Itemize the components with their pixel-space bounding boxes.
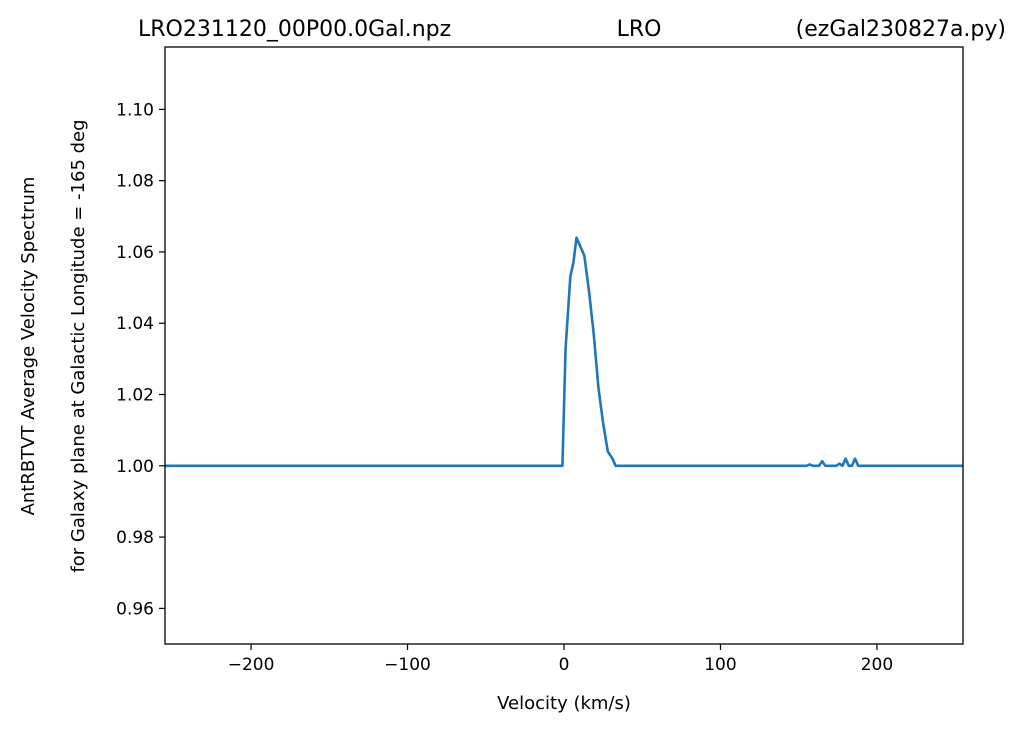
y-tick-label: 0.96: [116, 599, 154, 619]
y-tick-label: 1.00: [116, 457, 154, 477]
x-tick-label: 200: [861, 655, 893, 675]
axis-ticks: −200 −100 0 100 200 0.96 0.98 1.00 1.02 1.04 1.06 1…: [116, 100, 893, 675]
chart-title-left: LRO231120_00P00.0Gal.npz: [138, 17, 451, 42]
y-axis-label-line-1: AntRBTVT Average Velocity Spectrum: [18, 177, 39, 516]
y-tick-label: 1.08: [116, 172, 154, 192]
x-tick-label: −100: [384, 655, 431, 675]
x-tick-label: 100: [704, 655, 736, 675]
chart-title: LRO231120_00P00.0Gal.npz LRO (ezGal23082…: [138, 17, 1006, 42]
x-tick-label: 0: [559, 655, 570, 675]
y-tick-label: 1.02: [116, 386, 154, 406]
y-tick-label: 1.06: [116, 243, 154, 263]
y-tick-label: 1.04: [116, 314, 154, 334]
y-axis-label-line-2: for Galaxy plane at Galactic Longitude =…: [68, 119, 89, 572]
y-tick-label: 0.98: [116, 528, 154, 548]
series-lines: [165, 236, 963, 468]
series-line: [165, 236, 963, 468]
plot-area-frame: [164, 46, 964, 645]
x-axis-label: Velocity (km/s): [497, 693, 631, 714]
chart-title-center: LRO: [617, 17, 662, 42]
y-tick-label: 1.10: [116, 100, 154, 120]
chart-title-right: (ezGal230827a.py): [796, 17, 1006, 42]
x-tick-label: −200: [228, 655, 275, 675]
